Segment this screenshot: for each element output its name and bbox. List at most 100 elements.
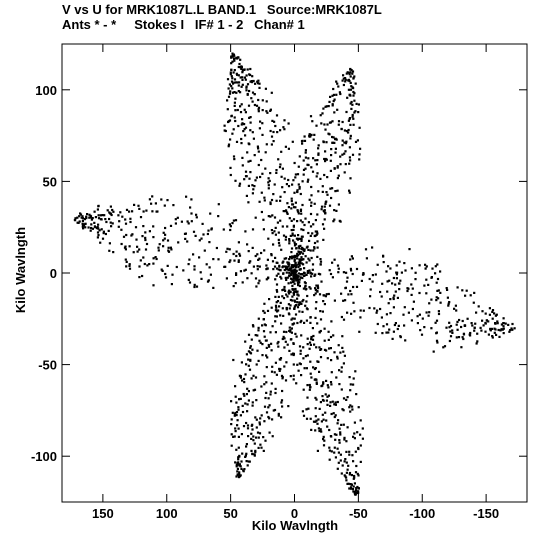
uv-point bbox=[495, 333, 498, 336]
uv-point bbox=[345, 476, 348, 479]
uv-point bbox=[310, 204, 313, 207]
uv-point bbox=[265, 278, 268, 281]
uv-point bbox=[292, 293, 296, 296]
uv-point bbox=[403, 262, 406, 265]
uv-point bbox=[184, 237, 187, 240]
uv-point bbox=[296, 189, 299, 192]
uv-point bbox=[160, 198, 163, 201]
uv-point bbox=[445, 287, 448, 290]
uv-point bbox=[297, 369, 300, 372]
uv-point bbox=[359, 419, 362, 422]
uv-point bbox=[285, 211, 289, 214]
uv-point bbox=[273, 120, 276, 123]
uv-point bbox=[357, 446, 360, 450]
uv-point bbox=[271, 260, 275, 263]
uv-point bbox=[300, 238, 303, 241]
uv-point bbox=[319, 356, 323, 359]
uv-point bbox=[238, 252, 241, 255]
uv-point bbox=[348, 471, 352, 475]
uv-point bbox=[300, 319, 303, 322]
uv-point bbox=[267, 187, 270, 190]
uv-point bbox=[353, 99, 356, 102]
uv-point bbox=[169, 224, 173, 227]
uv-point bbox=[237, 260, 240, 263]
uv-point bbox=[305, 307, 308, 310]
uv-point bbox=[304, 149, 307, 152]
uv-point bbox=[326, 193, 329, 196]
uv-point bbox=[282, 297, 286, 300]
uv-point bbox=[315, 233, 318, 236]
uv-point bbox=[257, 317, 260, 320]
uv-point bbox=[199, 271, 202, 274]
uv-point bbox=[424, 267, 427, 270]
uv-point bbox=[342, 318, 346, 321]
uv-point bbox=[232, 252, 235, 256]
uv-point bbox=[310, 256, 313, 260]
uv-point bbox=[362, 273, 365, 276]
uv-point bbox=[233, 91, 236, 94]
uv-point bbox=[374, 331, 377, 334]
uv-point bbox=[306, 163, 309, 166]
uv-point bbox=[315, 398, 318, 401]
uv-point bbox=[333, 415, 336, 419]
uv-point bbox=[316, 240, 319, 243]
uv-point bbox=[290, 327, 293, 330]
uv-point bbox=[235, 91, 238, 94]
uv-point bbox=[371, 280, 374, 283]
uv-point bbox=[175, 265, 178, 269]
uv-point bbox=[241, 379, 244, 382]
plot-title: V vs U for MRK1087L.L BAND.1 Source:MRK1… bbox=[62, 2, 382, 17]
uv-point bbox=[434, 265, 437, 268]
uv-point bbox=[239, 465, 242, 468]
uv-point bbox=[296, 297, 299, 300]
uv-point bbox=[351, 405, 354, 408]
uv-point bbox=[380, 316, 383, 319]
uv-point bbox=[385, 270, 388, 273]
uv-point bbox=[318, 407, 321, 410]
uv-point bbox=[137, 204, 140, 207]
uv-point bbox=[233, 259, 236, 262]
uv-point bbox=[340, 472, 343, 475]
uv-point bbox=[439, 301, 442, 304]
uv-point bbox=[293, 258, 296, 261]
uv-point bbox=[231, 82, 235, 85]
uv-point bbox=[255, 418, 258, 421]
uv-point bbox=[274, 361, 277, 364]
uv-point bbox=[449, 324, 453, 328]
uv-point bbox=[263, 405, 267, 408]
uv-point bbox=[274, 315, 277, 318]
uv-point bbox=[347, 131, 350, 134]
uv-point bbox=[349, 177, 352, 180]
uv-point bbox=[281, 261, 284, 264]
uv-point bbox=[318, 346, 321, 349]
uv-point bbox=[279, 129, 282, 132]
uv-point bbox=[194, 234, 197, 237]
uv-point bbox=[348, 156, 351, 159]
uv-point bbox=[237, 56, 240, 59]
uv-point bbox=[309, 372, 312, 375]
uv-point bbox=[238, 475, 241, 478]
uv-point bbox=[304, 282, 307, 285]
uv-point bbox=[293, 244, 297, 247]
uv-point bbox=[250, 97, 253, 100]
uv-point bbox=[207, 279, 210, 282]
uv-point bbox=[260, 191, 263, 194]
uv-point bbox=[287, 185, 291, 188]
uv-point bbox=[161, 269, 164, 272]
uv-point bbox=[234, 97, 237, 100]
uv-point bbox=[249, 345, 252, 348]
uv-point bbox=[418, 264, 421, 267]
uv-point bbox=[111, 222, 114, 225]
uv-point bbox=[251, 228, 255, 231]
uv-point bbox=[345, 140, 348, 143]
uv-point bbox=[294, 176, 297, 179]
uv-point bbox=[323, 339, 326, 342]
uv-point bbox=[81, 217, 85, 220]
uv-point bbox=[93, 225, 96, 228]
uv-point bbox=[120, 242, 123, 246]
uv-point bbox=[270, 306, 273, 309]
uv-point bbox=[174, 222, 177, 225]
uv-point bbox=[239, 91, 242, 94]
uv-point bbox=[353, 482, 356, 485]
uv-point bbox=[257, 326, 260, 329]
